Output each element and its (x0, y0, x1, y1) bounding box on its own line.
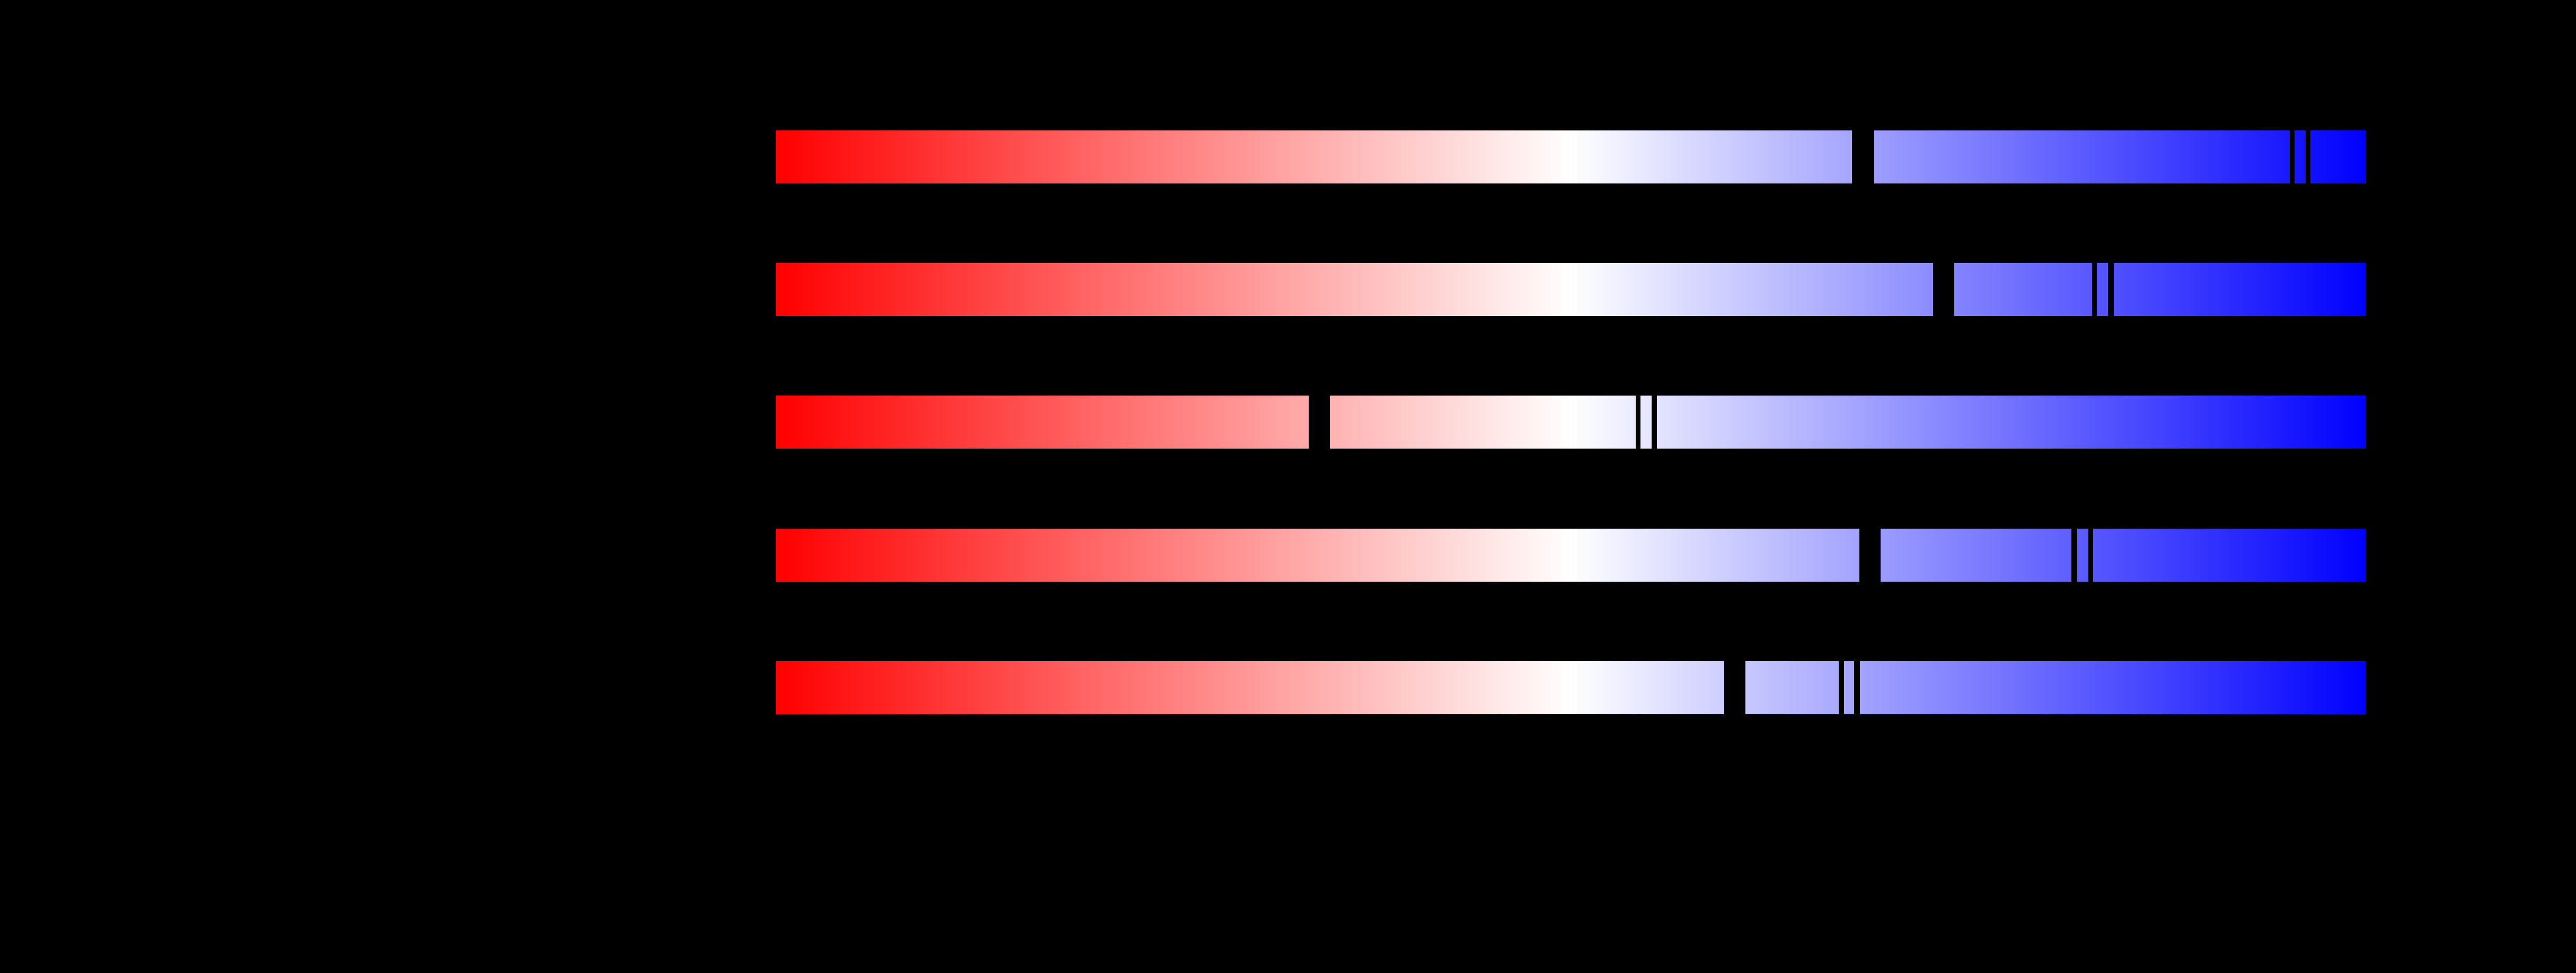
bar-gap-row-4-3 (2088, 528, 2093, 583)
bar-gap-row-5-2 (1838, 660, 1845, 715)
bar-gap-row-2-3 (2108, 262, 2114, 317)
bar-gap-row-4-1 (1859, 528, 1881, 583)
bar-gap-row-1-1 (1852, 129, 1875, 185)
gradient-bar-row-4 (776, 528, 2366, 583)
bar-gap-row-5-1 (1724, 660, 1746, 715)
gradient-bar-row-2 (776, 262, 2366, 317)
bar-gap-row-2-1 (1933, 262, 1954, 317)
bar-gap-row-3-3 (1652, 395, 1657, 450)
bar-gap-row-5-3 (1854, 660, 1860, 715)
gradient-bar-row-1 (776, 129, 2366, 185)
gradient-bar-row-3 (776, 395, 2366, 450)
gradient-bar-row-5 (776, 660, 2366, 715)
bar-gap-row-2-2 (2092, 262, 2097, 317)
bar-gap-row-4-2 (2071, 528, 2077, 583)
bar-gap-row-1-3 (2306, 129, 2310, 185)
bar-gap-row-3-2 (1636, 395, 1641, 450)
bar-gap-row-3-1 (1309, 395, 1330, 450)
bar-gap-row-1-2 (2290, 129, 2295, 185)
